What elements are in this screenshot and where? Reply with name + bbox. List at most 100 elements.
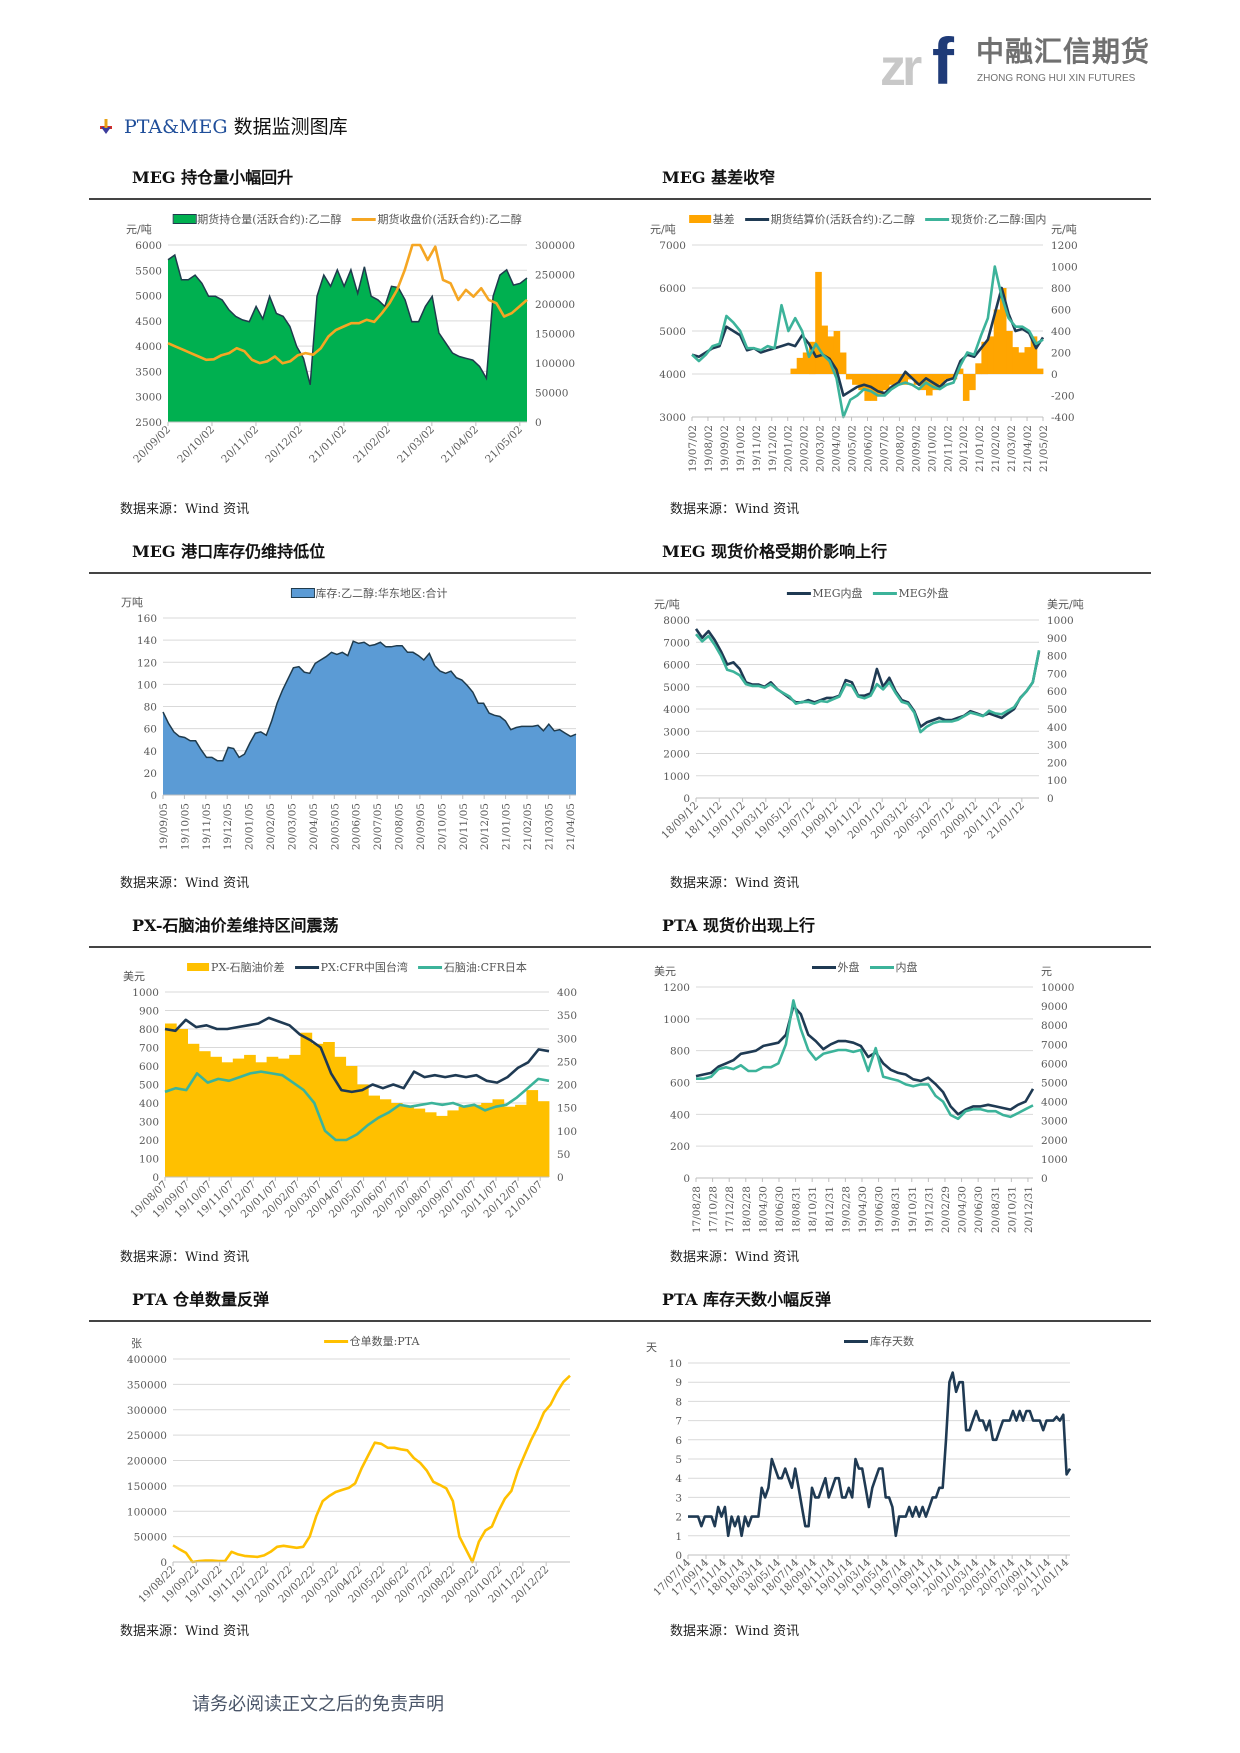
y-tick-label: 1 xyxy=(675,1531,682,1543)
legend-item: 期货结算价(活跃合约):乙二醇 xyxy=(744,211,915,227)
y-tick-label: 300000 xyxy=(127,1405,167,1417)
bar xyxy=(944,374,952,380)
x-tick-label: 20/02/02 xyxy=(799,425,811,472)
legend-label: 内盘 xyxy=(895,961,918,974)
y-right-tick-label: 700 xyxy=(1047,668,1067,680)
x-tick-label: 21/05/02 xyxy=(483,424,525,466)
y-right-tick-label: 400 xyxy=(557,987,577,999)
bar xyxy=(938,374,945,385)
bar xyxy=(852,374,859,385)
bar xyxy=(447,1110,460,1177)
x-tick-label: 18/08/31 xyxy=(791,1186,803,1233)
x-tick-label: 20/11/05 xyxy=(458,803,470,850)
y-tick-label: 4000 xyxy=(659,369,686,381)
chart-plot: 3000 4000 5000 6000 7000 -400 -200 0 200 400 600 80… xyxy=(659,240,1077,472)
bar xyxy=(833,331,841,374)
y-axis-unit: 元/吨 xyxy=(650,223,676,236)
series-line xyxy=(695,633,1041,734)
x-tick-label: 19/12/02 xyxy=(767,425,779,472)
bar xyxy=(796,357,804,374)
company-logo: zr f 中融汇信期货 ZHONG RONG HUI XIN FUTURES xyxy=(880,24,1160,98)
bar xyxy=(932,374,939,391)
y-right-tick-label: 5000 xyxy=(1041,1078,1068,1090)
x-tick-label: 20/11/02 xyxy=(942,425,954,472)
y-tick-label: 400000 xyxy=(127,1354,167,1366)
series-line xyxy=(164,1016,550,1094)
data-source: 数据来源：Wind 资讯 xyxy=(120,1624,250,1639)
x-tick-label: 20/09/02 xyxy=(131,424,173,466)
bar xyxy=(379,1099,392,1177)
series-line xyxy=(695,1004,1035,1116)
y-right-tick-label: 250 xyxy=(557,1056,577,1068)
y-tick-label: 4 xyxy=(675,1473,682,1485)
y-tick-label: 700 xyxy=(139,1043,159,1055)
legend-label: 仓单数量:PTA xyxy=(349,1335,420,1348)
legend-item: MEG内盘 xyxy=(786,585,863,601)
legend-swatch xyxy=(688,215,711,223)
bar xyxy=(1024,347,1032,374)
y-tick-label: 0 xyxy=(683,1173,690,1185)
bar xyxy=(876,374,884,396)
chart-3: 0 20 40 60 80 100 120 140 160 19/09/05 19/10/05 19/… xyxy=(89,577,609,867)
y-tick-label: 800 xyxy=(139,1024,159,1036)
y-tick-label: 40 xyxy=(144,746,157,758)
y-tick-label: 1200 xyxy=(663,982,690,994)
x-tick-label: 19/09/05 xyxy=(158,803,170,850)
y-tick-label: 6000 xyxy=(663,660,690,672)
area-outline xyxy=(167,253,528,385)
bar xyxy=(266,1056,279,1178)
bar xyxy=(165,1023,177,1177)
x-tick-label: 21/03/02 xyxy=(1006,425,1018,472)
y-tick-label: 80 xyxy=(144,702,157,714)
legend-swatch xyxy=(323,1339,348,1343)
bar xyxy=(845,374,853,380)
bar xyxy=(981,341,988,375)
x-tick-label: 19/11/02 xyxy=(751,425,763,472)
logo-name-cn: 中融汇信期货 xyxy=(976,35,1151,68)
bar xyxy=(345,1066,358,1177)
x-tick-label: 20/10/02 xyxy=(926,425,938,472)
y-tick-label: 900 xyxy=(139,1006,159,1018)
y-tick-label: 100 xyxy=(137,679,157,691)
series-2 xyxy=(164,1016,550,1094)
y-right-axis-unit: 元/吨 xyxy=(1051,223,1077,236)
x-tick-label: 20/04/30 xyxy=(957,1186,969,1233)
bar xyxy=(969,374,976,391)
x-tick-label: 21/02/02 xyxy=(351,424,393,466)
x-tick-label: 20/08/02 xyxy=(894,425,906,472)
y-right-tick-label: 0 xyxy=(1047,793,1054,805)
x-tick-label: 20/11/02 xyxy=(219,424,261,466)
bar xyxy=(413,1108,426,1177)
y-tick-label: 7 xyxy=(675,1416,682,1428)
logo-mark-blue: f xyxy=(932,24,954,98)
chart-legend: 库存:乙二醇:华东地区:合计 xyxy=(290,585,448,601)
x-tick-label: 20/10/05 xyxy=(436,803,448,850)
x-tick-label: 21/04/02 xyxy=(1022,425,1034,472)
chart-plot: 0 100 200 300 400 500 600 700 800 900 1000 0 50 100 15… xyxy=(128,987,577,1220)
data-source: 数据来源：Wind 资讯 xyxy=(120,876,250,891)
y-tick-label: 2500 xyxy=(135,417,162,429)
y-right-tick-label: -200 xyxy=(1051,391,1075,403)
bar xyxy=(210,1056,222,1178)
logo-mark-gray: zr xyxy=(880,39,922,97)
series-1 xyxy=(167,253,528,422)
area-outline xyxy=(162,640,577,762)
legend-label: 期货结算价(活跃合约):乙二醇 xyxy=(770,213,915,226)
bar xyxy=(827,336,835,374)
chart-legend: 库存天数 xyxy=(844,1333,914,1349)
y-tick-label: 5500 xyxy=(135,265,162,277)
chart-legend: 基差 期货结算价(活跃合约):乙二醇 现货价:乙二醇:国内 xyxy=(688,211,1046,227)
bar xyxy=(802,352,810,374)
chart-5: 0 100 200 300 400 500 600 700 800 900 1000 0 50 100 15… xyxy=(89,951,609,1241)
x-tick-label: 20/09/05 xyxy=(415,803,427,850)
chart-legend: MEG内盘 MEG外盘 xyxy=(786,585,949,601)
y-tick-label: 300 xyxy=(139,1117,159,1129)
legend-item: 库存:乙二醇:华东地区:合计 xyxy=(290,585,448,601)
bar xyxy=(300,1032,313,1177)
series-1 xyxy=(790,271,1044,401)
x-tick-label: 19/04/30 xyxy=(857,1186,869,1233)
legend-item: PX:CFR中国台湾 xyxy=(294,959,408,975)
x-tick-label: 21/03/05 xyxy=(543,803,555,850)
data-source: 数据来源：Wind 资讯 xyxy=(670,876,800,891)
y-right-tick-label: 350 xyxy=(557,1010,577,1022)
